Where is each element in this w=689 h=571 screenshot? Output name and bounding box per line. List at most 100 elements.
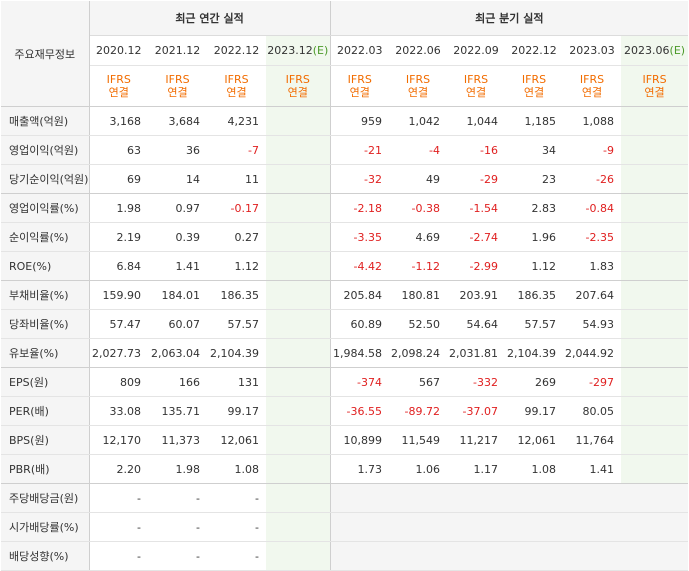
quarter-value-cell: 2,098.24 bbox=[389, 338, 448, 368]
ifrs-header-row: IFRS 연결 IFRS 연결 IFRS 연결 IFRS 연결 IFRS 연결 IFRS 연결 IFRS… bbox=[1, 65, 689, 107]
quarter-value-cell: -4 bbox=[389, 135, 448, 165]
consolidated-text: 연결 bbox=[644, 86, 665, 99]
annual-value-cell: 184.01 bbox=[148, 280, 207, 310]
quarter-value-cell bbox=[621, 193, 689, 223]
quarter-value-cell: 1.06 bbox=[389, 454, 448, 484]
quarter-value-cell bbox=[621, 164, 689, 194]
quarter-value-cell: 60.89 bbox=[329, 309, 390, 339]
quarter-period: 2023.03 bbox=[563, 35, 622, 66]
quarter-value-cell: -9 bbox=[563, 135, 622, 165]
quarter-value-cell: 23 bbox=[505, 164, 564, 194]
quarter-value-cell: 1.17 bbox=[447, 454, 506, 484]
quarter-value-cell: 57.57 bbox=[505, 309, 564, 339]
annual-value-cell: 1.98 bbox=[148, 454, 207, 484]
empty-cell bbox=[329, 541, 390, 571]
annual-period: 2022.12 bbox=[207, 35, 266, 66]
table-row: 시가배당률(%) - - - bbox=[1, 512, 689, 542]
annual-value-cell: -7 bbox=[207, 135, 266, 165]
quarter-period: 2022.03 bbox=[329, 35, 390, 66]
annual-value-cell: 2.19 bbox=[89, 222, 148, 252]
quarter-value-cell: -1.12 bbox=[389, 251, 448, 281]
annual-value-cell: 99.17 bbox=[207, 396, 266, 426]
table-row: 영업이익률(%) 1.98 0.97 -0.17 -2.18 -0.38 -1.54 2.83… bbox=[1, 193, 689, 223]
annual-value-cell: 1.98 bbox=[89, 193, 148, 223]
annual-value-cell: 63 bbox=[89, 135, 148, 165]
ifrs-consolidated-label: IFRS 연결 bbox=[89, 65, 148, 107]
annual-value-cell: 57.47 bbox=[89, 309, 148, 339]
estimate-mark: (E) bbox=[312, 44, 329, 57]
annual-value-cell bbox=[266, 396, 331, 426]
empty-cell bbox=[621, 512, 689, 542]
quarter-value-cell: 205.84 bbox=[329, 280, 390, 310]
annual-value-cell: 11 bbox=[207, 164, 266, 194]
corner-label: 주요재무정보 bbox=[1, 1, 90, 107]
ifrs-text: IFRS bbox=[106, 73, 131, 86]
annual-value-cell bbox=[266, 541, 331, 571]
empty-cell bbox=[505, 512, 564, 542]
annual-value-cell bbox=[266, 425, 331, 455]
consolidated-text: 연결 bbox=[465, 86, 487, 99]
table-row: EPS(원) 809 166 131 -374 567 -332 269 -297 bbox=[1, 367, 689, 397]
annual-period: 2021.12 bbox=[148, 35, 207, 66]
annual-value-cell: 69 bbox=[89, 164, 148, 194]
quarter-value-cell: 2,104.39 bbox=[505, 338, 564, 368]
quarter-group-header: 최근 분기 실적 bbox=[329, 1, 689, 36]
quarter-value-cell: -2.74 bbox=[447, 222, 506, 252]
quarter-value-cell: 2.83 bbox=[505, 193, 564, 223]
annual-value-cell: - bbox=[148, 483, 207, 513]
annual-period-estimate: 2023.12(E) bbox=[266, 35, 331, 66]
quarter-value-cell bbox=[621, 367, 689, 397]
annual-value-cell: 14 bbox=[148, 164, 207, 194]
row-label: 영업이익(억원) bbox=[1, 135, 90, 165]
empty-cell bbox=[389, 541, 448, 571]
annual-value-cell: 11,373 bbox=[148, 425, 207, 455]
quarter-value-cell: 54.64 bbox=[447, 309, 506, 339]
annual-value-cell: - bbox=[148, 512, 207, 542]
quarter-value-cell: 80.05 bbox=[563, 396, 622, 426]
empty-cell bbox=[621, 541, 689, 571]
empty-cell bbox=[621, 483, 689, 513]
annual-value-cell: 0.97 bbox=[148, 193, 207, 223]
annual-value-cell: 12,170 bbox=[89, 425, 148, 455]
quarter-value-cell bbox=[621, 251, 689, 281]
quarter-value-cell: 1,044 bbox=[447, 106, 506, 136]
quarter-value-cell: -332 bbox=[447, 367, 506, 397]
ifrs-consolidated-label: IFRS 연결 bbox=[563, 65, 622, 107]
annual-value-cell: 159.90 bbox=[89, 280, 148, 310]
annual-value-cell: - bbox=[89, 512, 148, 542]
consolidated-text: 연결 bbox=[167, 86, 188, 99]
row-label: EPS(원) bbox=[1, 367, 90, 397]
quarter-value-cell: 269 bbox=[505, 367, 564, 397]
annual-value-cell bbox=[266, 309, 331, 339]
consolidated-text: 연결 bbox=[407, 86, 429, 99]
quarter-value-cell: 959 bbox=[329, 106, 390, 136]
ifrs-text: IFRS bbox=[224, 73, 249, 86]
quarter-value-cell: 49 bbox=[389, 164, 448, 194]
ifrs-text: IFRS bbox=[463, 73, 489, 86]
annual-value-cell: 3,684 bbox=[148, 106, 207, 136]
annual-period: 2020.12 bbox=[89, 35, 148, 66]
row-label: PBR(배) bbox=[1, 454, 90, 484]
quarter-value-cell bbox=[621, 396, 689, 426]
ifrs-consolidated-label: IFRS 연결 bbox=[329, 65, 390, 107]
quarter-value-cell: 1.12 bbox=[505, 251, 564, 281]
quarter-value-cell: -1.54 bbox=[447, 193, 506, 223]
quarter-value-cell: -2.18 bbox=[329, 193, 390, 223]
annual-value-cell bbox=[266, 367, 331, 397]
annual-value-cell: 2,063.04 bbox=[148, 338, 207, 368]
quarter-value-cell: -36.55 bbox=[329, 396, 390, 426]
financial-rows: 매출액(억원) 3,168 3,684 4,231 959 1,042 1,044 1,185… bbox=[1, 106, 689, 571]
quarter-value-cell bbox=[621, 222, 689, 252]
table-row: 영업이익(억원) 63 36 -7 -21 -4 -16 34 -9 bbox=[1, 135, 689, 165]
ifrs-text: IFRS bbox=[165, 73, 190, 86]
quarter-value-cell: -21 bbox=[329, 135, 390, 165]
annual-value-cell: 60.07 bbox=[148, 309, 207, 339]
empty-cell bbox=[563, 541, 622, 571]
annual-value-cell bbox=[266, 164, 331, 194]
ifrs-text: IFRS bbox=[642, 73, 667, 86]
quarter-value-cell: 1,088 bbox=[563, 106, 622, 136]
quarter-value-cell: 11,217 bbox=[447, 425, 506, 455]
quarter-period: 2022.12 bbox=[505, 35, 564, 66]
annual-value-cell bbox=[266, 512, 331, 542]
row-label: 유보율(%) bbox=[1, 338, 90, 368]
